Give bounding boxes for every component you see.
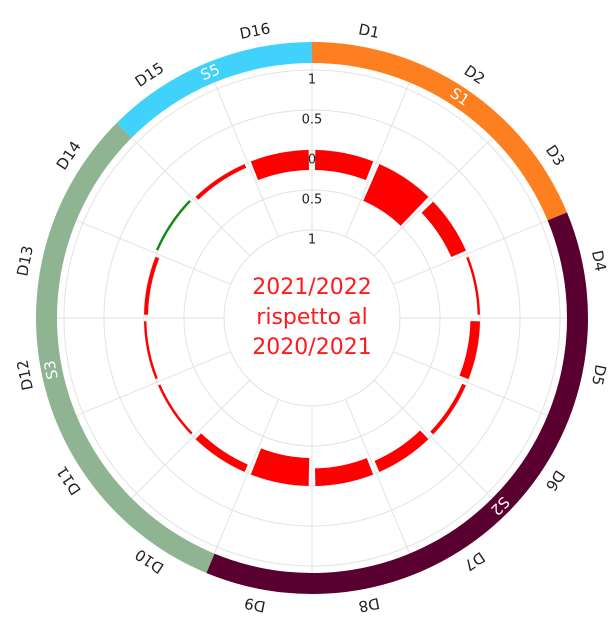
plot: [36, 42, 588, 594]
category-label: D6: [542, 467, 569, 495]
bar: [250, 448, 310, 486]
radial-line: [373, 379, 493, 499]
bar: [314, 150, 374, 181]
radial-line: [76, 351, 231, 417]
radial-line: [76, 219, 231, 285]
category-label: D9: [243, 594, 267, 616]
bar: [144, 256, 160, 315]
radial-line: [393, 351, 548, 417]
category-label: D10: [132, 545, 167, 577]
group-label: S5: [198, 60, 223, 84]
center-line: rispetto al: [256, 305, 367, 330]
group-ring: [116, 42, 312, 138]
category-label: D15: [132, 59, 167, 91]
radial-line: [131, 137, 251, 257]
center-label: 2021/2022 rispetto al 2020/2021: [252, 275, 371, 360]
bar: [459, 321, 480, 380]
category-label: D2: [461, 61, 489, 88]
tick-label: 1: [308, 233, 316, 248]
bar: [195, 164, 247, 200]
radial-line: [345, 399, 411, 554]
bar: [363, 164, 429, 226]
group-ring: [206, 212, 588, 594]
category-label: D7: [461, 548, 489, 575]
bar: [421, 201, 466, 258]
category-label: D11: [53, 463, 85, 498]
tick-label: 0: [308, 153, 316, 168]
bar: [195, 433, 248, 472]
tick-label: 0.5: [302, 113, 323, 128]
center-line: 2020/2021: [252, 335, 371, 360]
radial-line: [213, 399, 279, 554]
bar: [250, 150, 310, 181]
radial-line: [393, 219, 548, 285]
category-label: D13: [13, 244, 37, 278]
bar: [374, 430, 429, 472]
radial-line: [131, 379, 251, 499]
radial-line: [345, 82, 411, 237]
group-ring: [36, 122, 215, 573]
bar: [144, 321, 158, 380]
tick-label: 1: [308, 73, 316, 88]
category-label: D8: [357, 594, 381, 616]
bar: [158, 384, 193, 435]
center-line: 2021/2022: [252, 275, 371, 300]
bar: [466, 256, 480, 315]
group-label: S3: [40, 359, 61, 381]
group-ring: [312, 42, 567, 221]
category-label: D16: [238, 19, 272, 43]
radial-line: [373, 137, 493, 257]
category-label: D1: [357, 20, 381, 42]
category-label: D5: [588, 363, 610, 387]
category-label: D3: [542, 142, 569, 170]
category-label: D4: [588, 249, 610, 273]
bar: [155, 199, 191, 251]
bar: [430, 383, 466, 435]
tick-label: 0.5: [302, 193, 323, 208]
category-label: D14: [53, 138, 85, 173]
bar: [315, 458, 374, 486]
category-label: D12: [13, 358, 37, 392]
radial-line: [213, 82, 279, 237]
